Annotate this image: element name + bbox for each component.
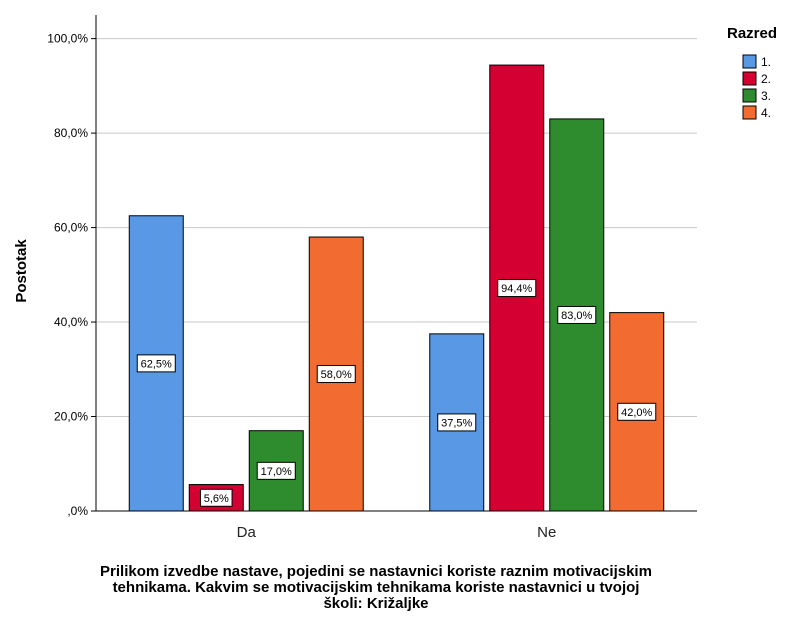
y-tick-label: 40,0% bbox=[54, 315, 88, 329]
y-tick-label: 20,0% bbox=[54, 410, 88, 424]
data-label: 58,0% bbox=[321, 369, 352, 381]
legend-label: 3. bbox=[761, 89, 771, 103]
legend-label: 2. bbox=[761, 72, 771, 86]
data-label-box bbox=[617, 402, 657, 421]
legend-swatch bbox=[742, 105, 757, 120]
y-tick-label: ,0% bbox=[67, 504, 88, 518]
y-axis-title: Postotak bbox=[13, 239, 30, 303]
data-label: 42,0% bbox=[621, 407, 652, 419]
data-label: 37,5% bbox=[441, 417, 472, 429]
legend-title: Razred bbox=[727, 25, 777, 42]
legend-label: 4. bbox=[761, 106, 771, 120]
legend-swatch bbox=[742, 88, 757, 103]
data-label-box bbox=[136, 354, 176, 373]
x-category-label: Ne bbox=[537, 524, 556, 541]
y-tick-label: 80,0% bbox=[54, 126, 88, 140]
legend-swatch bbox=[742, 71, 757, 86]
y-tick-label: 100,0% bbox=[47, 32, 88, 46]
data-label-box bbox=[256, 461, 296, 480]
legend-swatch bbox=[742, 54, 757, 69]
data-label-box bbox=[497, 279, 537, 298]
x-category-label: Da bbox=[237, 524, 257, 541]
data-label: 83,0% bbox=[561, 310, 592, 322]
data-label-box bbox=[437, 413, 477, 432]
data-label: 5,6% bbox=[204, 493, 229, 505]
y-tick-label: 60,0% bbox=[54, 221, 88, 235]
data-label: 17,0% bbox=[261, 466, 292, 478]
legend-label: 1. bbox=[761, 55, 771, 69]
data-label-box bbox=[316, 365, 356, 384]
data-label: 94,4% bbox=[501, 283, 532, 295]
x-axis-title: Prilikom izvedbe nastave, pojedini se na… bbox=[100, 563, 652, 612]
data-label-box bbox=[199, 488, 233, 507]
data-label-box bbox=[557, 305, 597, 324]
data-label: 62,5% bbox=[141, 358, 172, 370]
